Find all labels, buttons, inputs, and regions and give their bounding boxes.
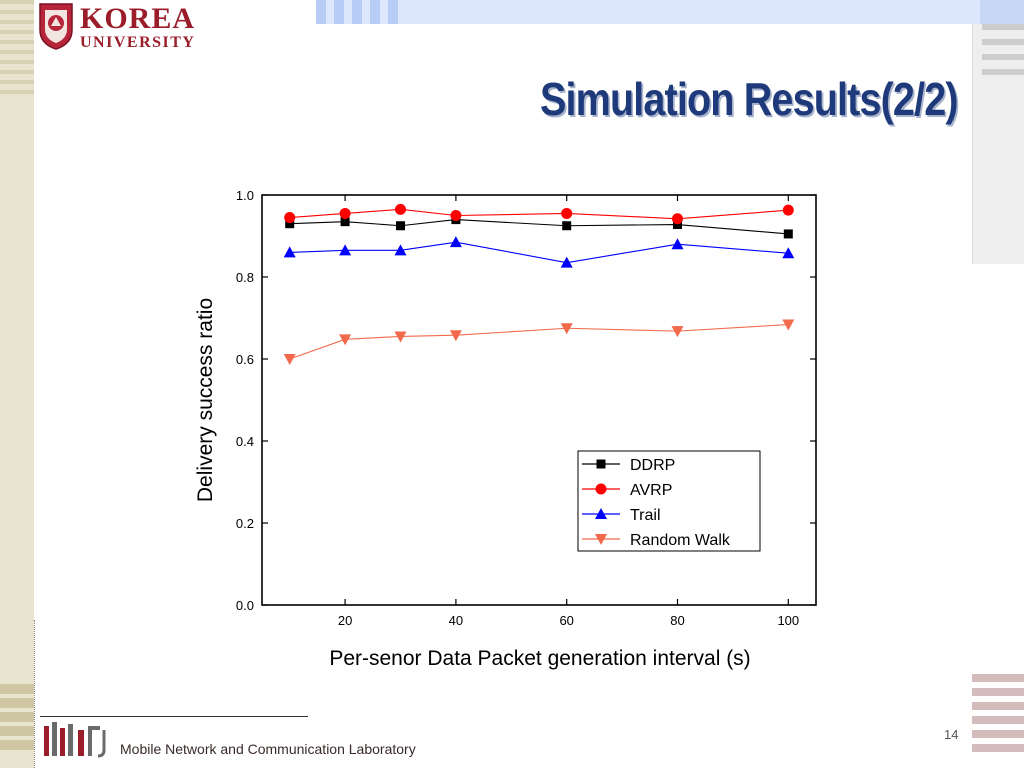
data-point: [283, 246, 296, 258]
right-decor-stripes: [982, 24, 1024, 84]
y-axis-label: Delivery success ratio: [194, 298, 217, 502]
data-point: [339, 334, 352, 346]
legend-marker: [595, 534, 607, 545]
university-crest-icon: [39, 3, 73, 50]
legend-label: AVRP: [630, 482, 672, 499]
y-tick-label: 0.2: [236, 516, 254, 531]
data-point: [340, 217, 350, 227]
legend-label: DDRP: [630, 457, 675, 474]
x-tick-label: 20: [338, 613, 352, 628]
y-tick-label: 1.0: [236, 188, 254, 203]
x-tick-label: 60: [559, 613, 573, 628]
data-point: [284, 212, 296, 224]
data-point: [450, 210, 462, 221]
slide-number: 14: [944, 727, 959, 742]
left-decor-stripes: [0, 0, 34, 110]
data-point: [560, 256, 573, 268]
legend-label: Random Walk: [630, 532, 731, 549]
chart-axes: 0.0 0.2 0.4 0.6 0.8 1.0 20 40 60 80 100: [236, 188, 817, 628]
data-point: [394, 244, 407, 256]
lab-logo-icon: [44, 722, 106, 758]
y-tick-label: 0.4: [236, 434, 254, 449]
data-point: [671, 326, 684, 338]
y-tick-label: 0.6: [236, 352, 254, 367]
data-point: [783, 229, 793, 239]
chart-svg: 0.0 0.2 0.4 0.6 0.8 1.0 20 40 60 80 100 DDRP AVRP Tr…: [194, 188, 817, 670]
left-decor-blocks: [0, 684, 34, 754]
data-point: [395, 203, 406, 215]
logo-name-bottom: UNIVERSITY: [80, 34, 196, 51]
series-random-walk: [283, 319, 795, 365]
legend-box: [577, 450, 761, 552]
data-point: [672, 213, 683, 225]
data-point: [283, 354, 296, 365]
data-point: [673, 220, 682, 230]
series-avrp: [284, 203, 794, 225]
data-point: [562, 221, 572, 231]
data-point: [285, 219, 295, 229]
logo-name-top: KOREA: [80, 2, 196, 35]
series-ddrp: [285, 215, 793, 239]
slide-title: Simulation Results(2/2): [540, 73, 959, 125]
series-line: [289, 208, 789, 220]
series-trail: [283, 236, 795, 268]
y-tick-label: 0.0: [236, 598, 254, 613]
legend-label: Trail: [630, 507, 661, 524]
data-point: [782, 204, 794, 216]
chart-series-group: [283, 203, 795, 365]
series-line: [289, 219, 789, 235]
right-decor-panel: [972, 24, 1024, 264]
data-point: [394, 331, 407, 343]
x-tick-label: 40: [449, 613, 463, 628]
data-point: [339, 244, 352, 256]
footer-divider: [40, 716, 308, 717]
plot-frame: [261, 194, 817, 606]
top-decor-ticks: [316, 0, 406, 24]
data-point: [449, 236, 462, 248]
data-point: [782, 319, 795, 331]
legend-marker: [596, 459, 606, 469]
data-point: [396, 221, 405, 231]
left-dotted-divider: [34, 620, 35, 768]
data-point: [671, 238, 684, 250]
series-line: [289, 324, 789, 360]
y-tick-label: 0.8: [236, 270, 254, 285]
top-right-decor-block: [980, 0, 1024, 24]
university-logo: KOREA UNIVERSITY: [38, 2, 216, 54]
top-decor-bar: [316, 0, 1024, 24]
chart-legend: DDRP AVRP Trail Random Walk: [577, 450, 761, 552]
x-tick-label: 80: [670, 613, 684, 628]
series-line: [289, 241, 789, 264]
data-point: [339, 207, 351, 219]
legend-marker: [595, 508, 607, 519]
legend-marker: [595, 483, 607, 495]
data-point: [782, 247, 795, 259]
data-point: [561, 207, 573, 219]
left-decor-band: [0, 0, 34, 768]
delivery-ratio-chart: 0.0 0.2 0.4 0.6 0.8 1.0 20 40 60 80 100 DDRP AVRP Tr…: [180, 178, 830, 678]
x-tick-label: 100: [777, 613, 799, 628]
data-point: [560, 323, 573, 335]
footer-lab-name: Mobile Network and Communication Laborat…: [120, 741, 416, 757]
right-bottom-decor-stripes: [972, 674, 1024, 758]
x-axis-label: Per-senor Data Packet generation interva…: [329, 647, 750, 670]
data-point: [449, 330, 462, 342]
